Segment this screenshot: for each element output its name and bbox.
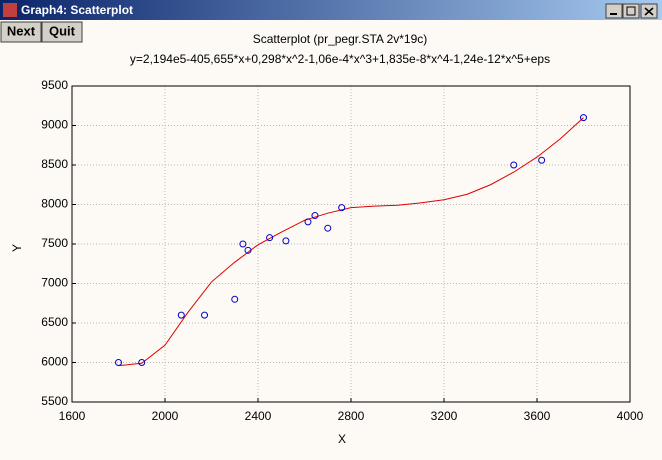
plot-frame (71, 85, 631, 403)
chart-title: Scatterplot (pr_pegr.STA 2v*19c) (253, 32, 428, 46)
scatter-point (338, 204, 346, 212)
x-tick-label: 2400 (245, 409, 272, 423)
scatter-point (177, 311, 185, 319)
y-tick-label: 8000 (41, 197, 68, 211)
x-tick-label: 4000 (617, 409, 644, 423)
scatter-point (239, 240, 247, 248)
x-tick-label: 2800 (338, 409, 365, 423)
quit-button[interactable] (41, 21, 83, 43)
y-axis-label: Y (10, 244, 24, 252)
window-title: Graph4: Scatterplot (21, 3, 133, 17)
title-bar (0, 0, 662, 20)
scatter-point (244, 246, 252, 254)
y-tick-label: 6500 (41, 315, 68, 329)
y-tick-label: 8500 (41, 157, 68, 171)
x-axis-label: X (338, 432, 346, 446)
maximize-icon (626, 6, 636, 16)
y-tick-label: 7000 (41, 276, 68, 290)
minimize-button[interactable] (605, 3, 623, 19)
scatter-point (138, 359, 146, 366)
scatter-point (201, 311, 209, 319)
scatter-point (538, 156, 546, 164)
y-tick-label: 5500 (41, 394, 68, 408)
close-icon (644, 7, 654, 16)
x-tick-label: 2000 (152, 409, 179, 423)
x-tick-label: 1600 (59, 409, 86, 423)
quit-button-label[interactable]: Quit (49, 23, 76, 38)
chart-subtitle: y=2,194e5-405,655*x+0,298*x^2-1,06e-4*x^… (130, 52, 550, 66)
scatter-point (304, 218, 312, 226)
x-tick-label: 3200 (431, 409, 458, 423)
app-icon (3, 3, 17, 17)
next-button[interactable] (0, 21, 42, 43)
next-button-label[interactable]: Next (7, 23, 36, 38)
scatter-point (510, 161, 518, 169)
maximize-button[interactable] (622, 3, 640, 19)
window-controls (605, 3, 658, 19)
scatter-point (580, 114, 587, 122)
scatter-point (282, 237, 290, 245)
scatter-point (231, 295, 239, 303)
scatter-point (115, 359, 122, 366)
y-tick-label: 7500 (41, 236, 68, 250)
x-tick-label: 3600 (524, 409, 551, 423)
scatter-point (324, 224, 332, 232)
fit-line (118, 117, 584, 367)
y-tick-label: 9000 (41, 118, 68, 132)
scatter-point (266, 234, 274, 242)
y-tick-label: 6000 (41, 355, 68, 369)
scatter-point (311, 212, 319, 220)
y-tick-label: 9500 (41, 78, 68, 92)
